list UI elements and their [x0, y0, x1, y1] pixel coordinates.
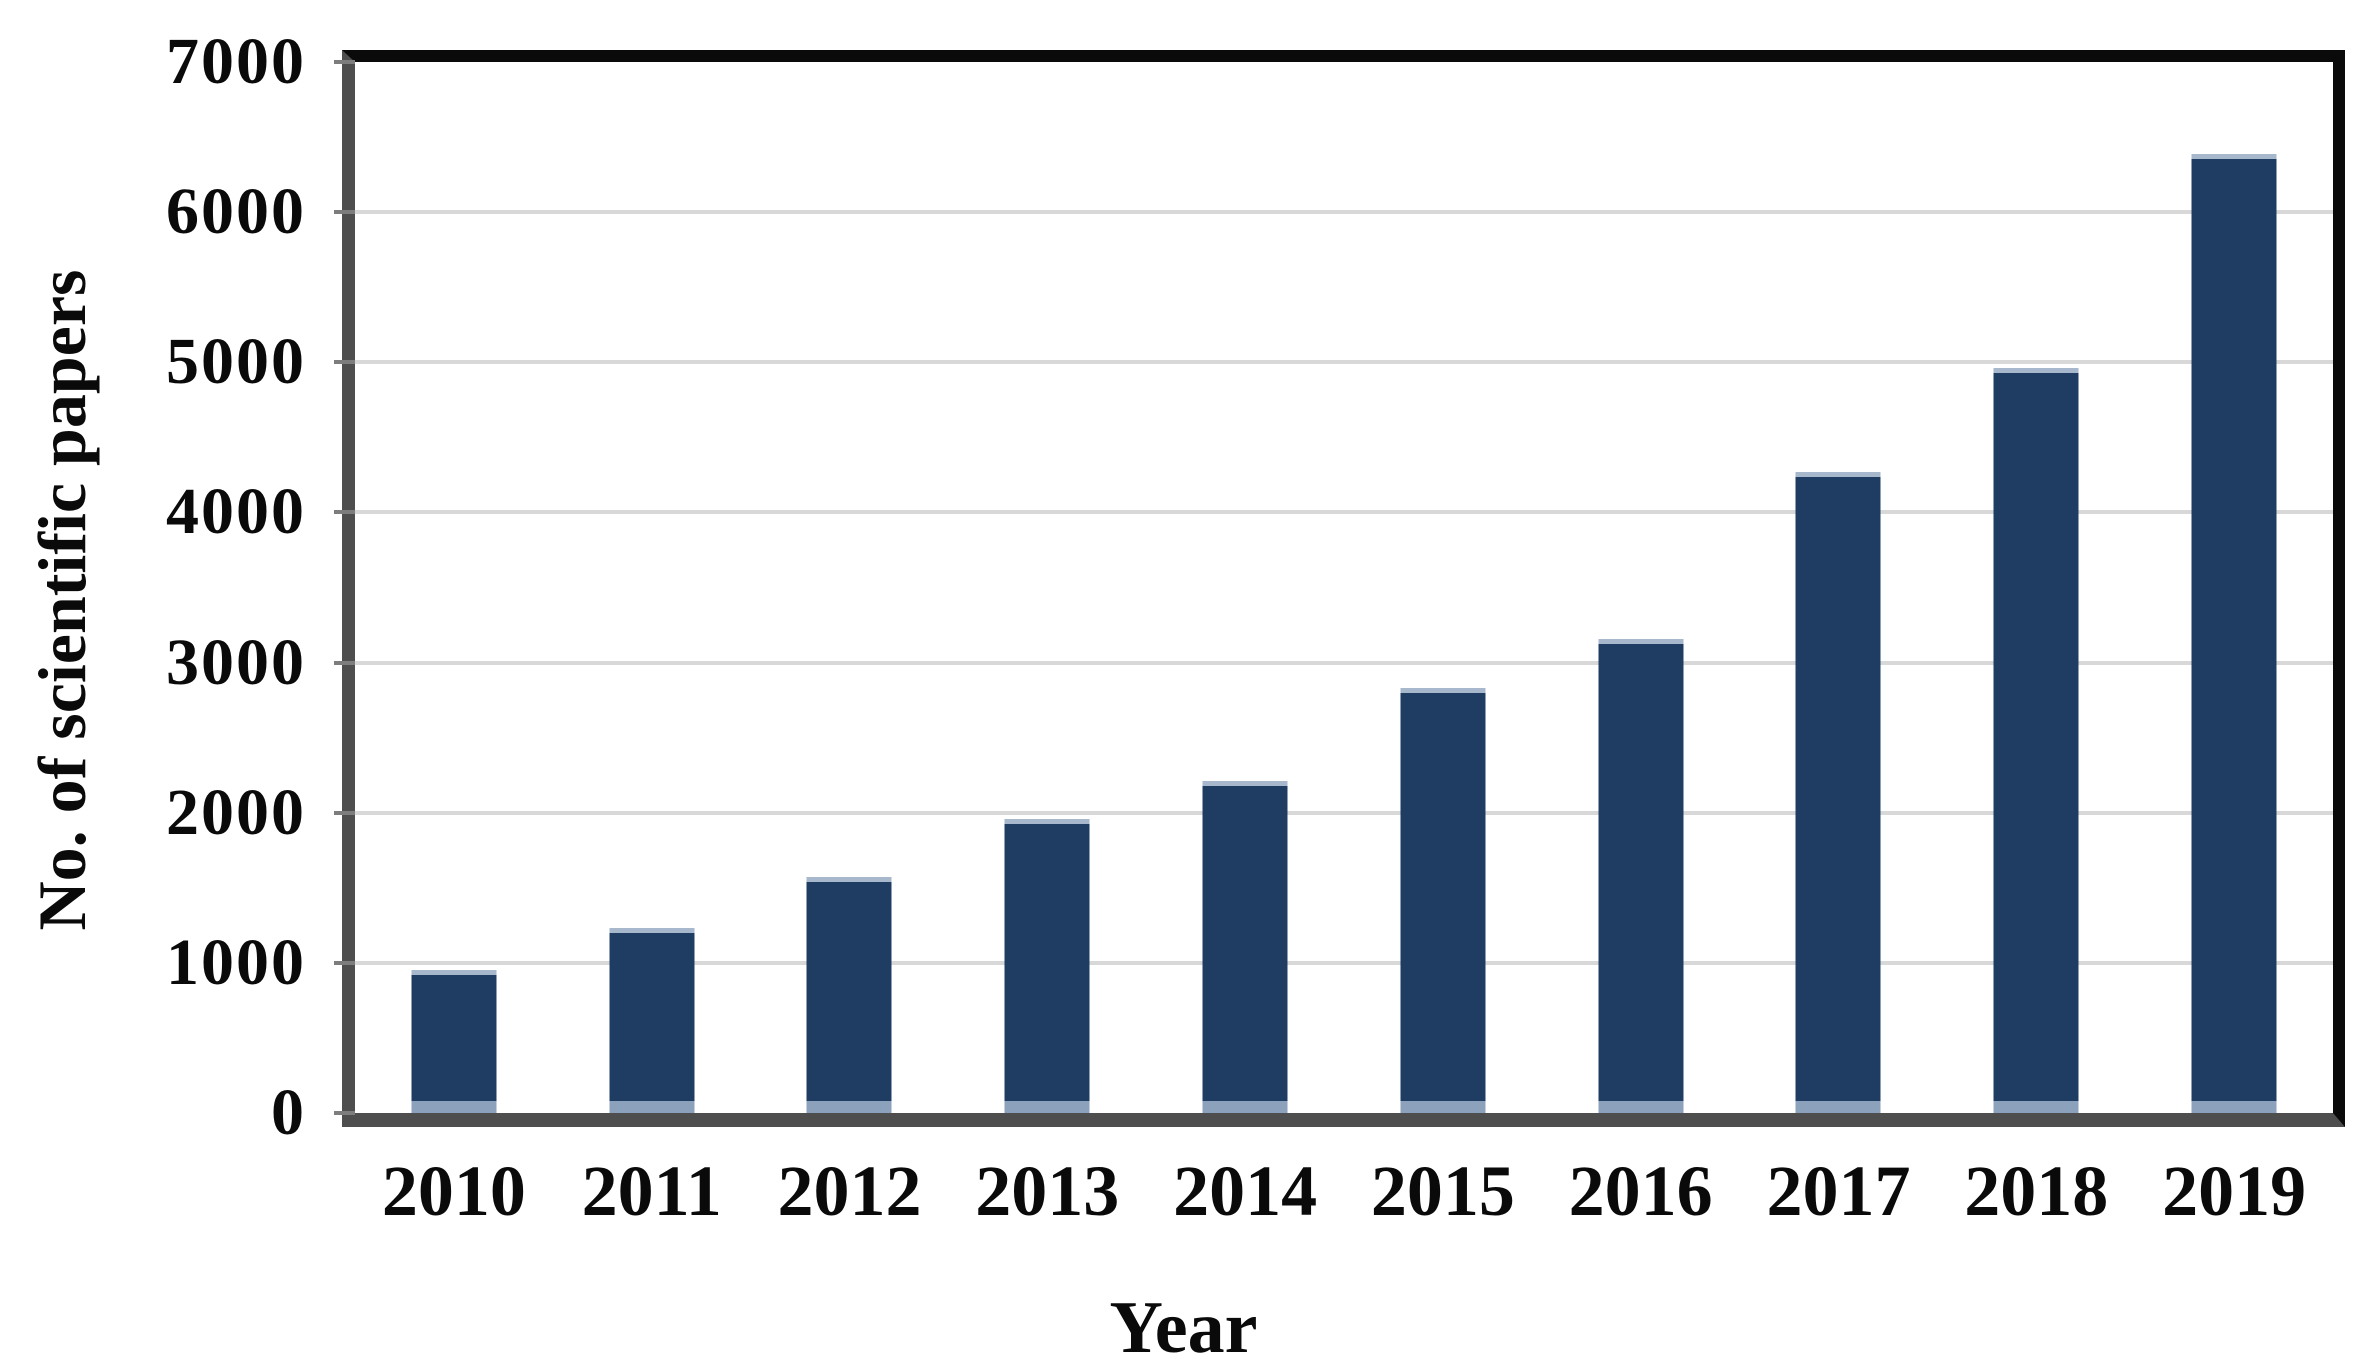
x-tick-label-2010: 2010 [381, 1151, 526, 1231]
bar-slot-2010 [355, 62, 553, 1113]
y-tick-label-3000: 3000 [166, 625, 306, 699]
bar-2010 [411, 970, 497, 1113]
x-tick-label-2015: 2015 [1370, 1151, 1515, 1231]
y-tick-label-4000: 4000 [166, 475, 306, 549]
plot-area [342, 50, 2345, 1127]
bar-2013 [1004, 818, 1090, 1113]
y-tick-label-6000: 6000 [166, 175, 306, 249]
gridline-5000 [355, 360, 2333, 365]
y-tick-mark-1000 [334, 960, 355, 965]
bar-2018 [1993, 368, 2079, 1113]
bar-slot-2013 [948, 62, 1146, 1113]
bar-slot-2011 [553, 62, 751, 1113]
bar-slot-2016 [1542, 62, 1740, 1113]
y-tick-label-5000: 5000 [166, 325, 306, 399]
bar-slot-2019 [2135, 62, 2333, 1113]
y-tick-mark-7000 [334, 60, 355, 64]
y-tick-mark-4000 [334, 510, 355, 515]
bar-2011 [609, 928, 695, 1113]
y-tick-mark-2000 [334, 810, 355, 815]
bar-2015 [1400, 688, 1486, 1113]
y-tick-mark-0 [334, 1111, 355, 1115]
x-tick-label-2016: 2016 [1568, 1151, 1713, 1231]
bar-slot-2015 [1344, 62, 1542, 1113]
x-tick-label-2019: 2019 [2162, 1151, 2307, 1231]
x-tick-label-2013: 2013 [975, 1151, 1120, 1231]
gridline-3000 [355, 660, 2333, 665]
x-axis-title: Year [1109, 1287, 1258, 1369]
x-tick-label-2014: 2014 [1173, 1151, 1318, 1231]
gridline-1000 [355, 960, 2333, 965]
x-axis-labels-container: 2010 2011 2012 2013 2014 2015 2016 2017 2018 2019 [355, 1152, 2333, 1230]
x-tick-label-2018: 2018 [1964, 1151, 2109, 1231]
x-tick-label-2017: 2017 [1766, 1151, 1911, 1231]
x-tick-label-2012: 2012 [777, 1151, 922, 1231]
bar-2016 [1598, 638, 1684, 1113]
bar-slot-2014 [1146, 62, 1344, 1113]
y-tick-mark-5000 [334, 360, 355, 365]
y-tick-label-7000: 7000 [166, 25, 306, 98]
bar-slot-2017 [1740, 62, 1938, 1113]
plot-inner [355, 62, 2333, 1113]
bar-slot-2012 [751, 62, 949, 1113]
bar-slot-2018 [1937, 62, 2135, 1113]
y-tick-label-0: 0 [271, 1076, 306, 1149]
y-tick-label-2000: 2000 [166, 775, 306, 849]
bar-2017 [1795, 471, 1881, 1113]
bar-2012 [806, 877, 892, 1113]
y-tick-mark-3000 [334, 660, 355, 665]
bar-2019 [2191, 153, 2277, 1113]
y-tick-label-1000: 1000 [166, 925, 306, 999]
bars-container [355, 62, 2333, 1113]
gridline-6000 [355, 210, 2333, 215]
gridline-2000 [355, 810, 2333, 815]
bar-2014 [1202, 781, 1288, 1113]
x-tick-label-2011: 2011 [581, 1151, 722, 1231]
gridline-4000 [355, 510, 2333, 515]
y-tick-mark-6000 [334, 210, 355, 215]
